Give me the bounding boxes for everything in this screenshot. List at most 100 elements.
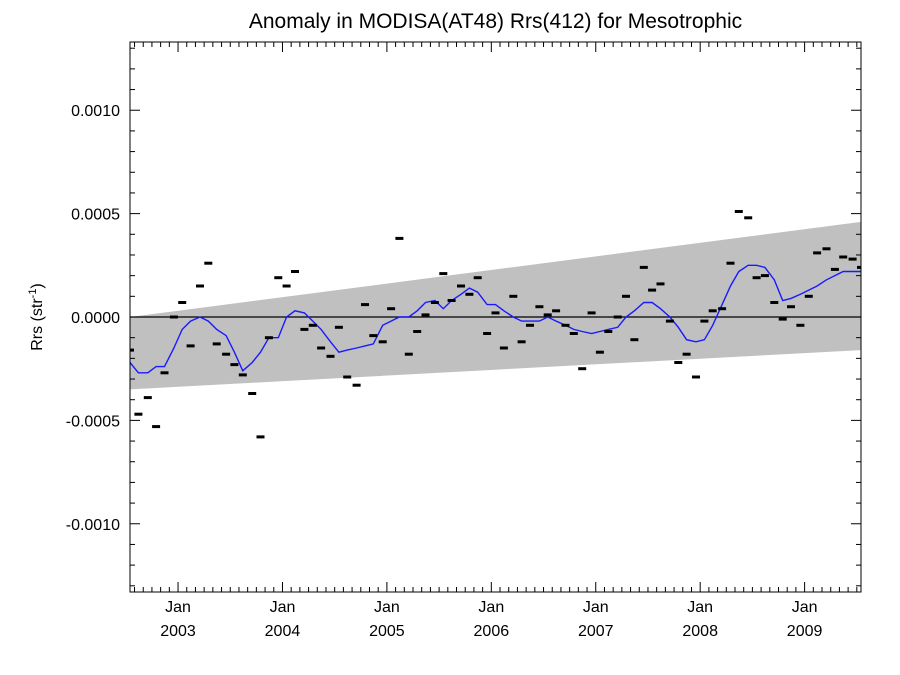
anomaly-marker [622,294,630,298]
anomaly-marker [752,276,761,280]
anomaly-marker [595,350,604,354]
anomaly-marker [770,301,779,304]
anomaly-markers-layer [130,210,861,439]
x-tick-label-year: 2006 [474,623,510,640]
anomaly-marker [361,303,369,307]
anomaly-marker [787,305,795,309]
anomaly-marker [387,307,396,311]
anomaly-marker [674,361,683,364]
anomaly-marker [178,301,187,304]
anomaly-marker [421,313,430,317]
anomaly-marker [613,315,622,319]
anomaly-marker [648,288,657,292]
y-tick-label: 0.0000 [71,310,120,327]
anomaly-marker [561,323,570,327]
anomaly-marker [578,367,587,371]
x-tick-label-month: Jan [165,599,191,616]
anomaly-marker [238,373,247,377]
anomaly-marker [665,319,674,323]
anomaly-marker [857,265,861,269]
anomaly-marker [700,319,709,323]
anomaly-marker [160,371,169,375]
axis-labels-layer: 0.0010 0.0005 0.0000 -0.0005 -0.0010 Jan 2003 J… [27,103,823,640]
x-tick-label-year: 2004 [265,623,301,640]
anomaly-marker [395,236,404,240]
anomaly-marker [744,216,753,220]
anomaly-marker [143,396,152,400]
anomaly-marker [848,257,857,261]
smoothed-anomaly-line [130,264,861,374]
anomaly-marker [569,332,578,335]
anomaly-marker [804,294,813,298]
x-tick-label-month: Jan [374,599,400,616]
anomaly-marker [457,284,465,288]
anomaly-marker [535,305,544,309]
anomaly-marker [630,338,639,342]
anomaly-marker [212,342,221,346]
anomaly-marker [491,311,500,315]
anomaly-marker [778,317,787,321]
anomaly-marker [196,284,204,288]
anomaly-marker [813,251,822,255]
x-tick-label-year: 2007 [578,623,614,640]
anomaly-marker [499,346,508,350]
anomaly-marker [604,330,613,333]
anomaly-marker [639,265,648,269]
anomaly-marker [726,261,735,265]
anomaly-marker [656,282,665,286]
anomaly-marker [274,276,283,280]
chart-title: Anomaly in MODISA(AT48) Rrs(412) for Mes… [248,10,743,33]
anomaly-marker [483,332,492,335]
anomaly-marker [543,313,552,317]
anomaly-marker [413,330,422,333]
anomaly-marker [317,346,326,350]
x-tick-label-month: Jan [270,599,296,616]
anomaly-marker [708,309,717,313]
anomaly-marker [517,340,526,344]
anomaly-marker [378,340,387,344]
x-tick-label-month: Jan [792,599,818,616]
anomaly-marker [230,363,239,367]
anomaly-marker [300,327,309,331]
x-tick-label-month: Jan [583,599,609,616]
x-tick-label-month: Jan [687,599,713,616]
anomaly-marker [439,272,448,276]
anomaly-marker [552,309,561,313]
anomaly-marker [796,323,805,327]
x-tick-label-year: 2005 [369,623,405,640]
y-tick-label: 0.0010 [71,103,120,120]
anomaly-marker [718,307,727,311]
anomaly-marker [760,274,769,278]
anomaly-marker [186,344,195,348]
anomaly-marker [692,375,700,379]
anomaly-marker [369,334,378,338]
anomaly-marker [343,375,352,379]
anomaly-marker [248,392,257,395]
y-axis-label: Rrs (str-1) [27,283,46,351]
smoothed-line-layer [130,264,861,374]
x-tick-label-month: Jan [478,599,504,616]
anomaly-marker [447,299,456,302]
anomaly-marker [282,284,291,288]
axis-ticks-layer [130,42,861,592]
anomaly-marker [291,270,299,273]
anomaly-marker [334,325,343,329]
anomaly-marker [509,294,518,298]
anomaly-marker [839,255,848,259]
x-tick-label-year: 2009 [787,623,823,640]
x-tick-label-year: 2003 [160,623,196,640]
anomaly-marker [152,425,161,429]
x-tick-label-year: 2008 [682,623,718,640]
anomaly-marker [326,354,335,358]
y-tick-label: -0.0010 [66,517,120,534]
anomaly-marker [473,276,482,280]
anomaly-marker [264,336,273,340]
anomaly-marker [465,292,474,296]
anomaly-marker [430,301,439,304]
anomaly-marker [169,315,178,319]
anomaly-marker [734,210,743,213]
anomaly-marker [130,348,134,352]
anomaly-marker [526,323,534,327]
anomaly-marker [822,247,831,251]
